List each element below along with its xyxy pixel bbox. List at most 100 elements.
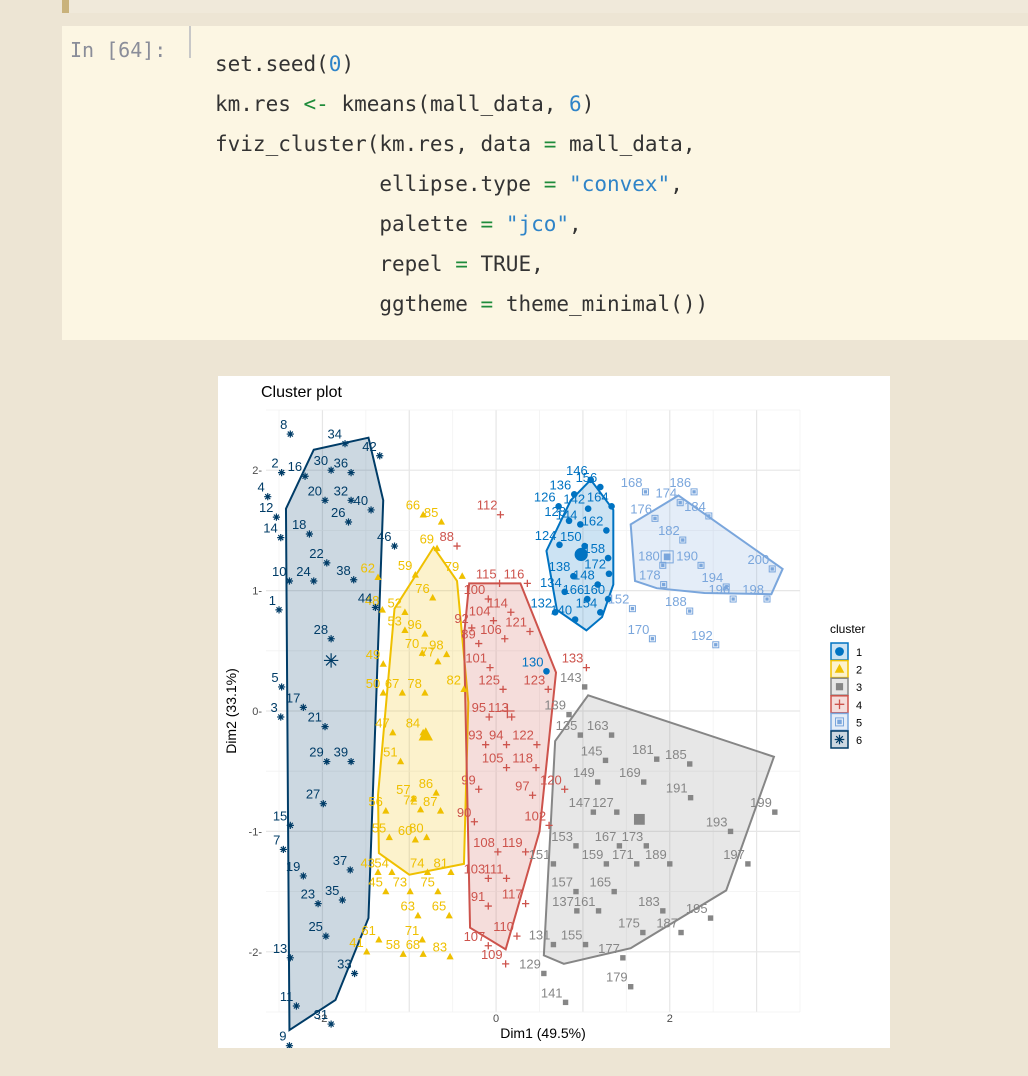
point-label: 21 (308, 710, 322, 725)
point-marker (350, 969, 359, 978)
boxed-square-marker (660, 581, 668, 589)
point-label: 23 (301, 887, 315, 902)
point-marker (410, 794, 418, 802)
boxed-square-inner (765, 597, 769, 601)
point-marker (494, 848, 502, 856)
point-label: 70 (405, 636, 419, 651)
chart-title: Cluster plot (261, 384, 342, 401)
point-label: 4 (258, 480, 265, 495)
point-marker (323, 653, 339, 668)
plus-marker (502, 874, 511, 882)
point-label: 42 (362, 439, 376, 454)
point-label: 154 (576, 595, 598, 610)
point-label: 40 (354, 493, 368, 508)
y-tick-label: -2- (249, 947, 263, 959)
square-marker (660, 908, 666, 914)
point-marker (347, 469, 355, 477)
code-editor[interactable]: set.seed(0) km.res <- kmeans(mall_data, 6… (215, 44, 708, 324)
point-marker (835, 647, 844, 656)
plus-marker (544, 685, 552, 693)
point-marker (321, 723, 329, 731)
point-marker (346, 866, 354, 874)
code-token: , (670, 172, 683, 196)
point-marker (485, 713, 493, 721)
cluster-hull (542, 694, 776, 965)
point-label: 60 (398, 823, 412, 838)
point-label: 138 (549, 559, 571, 574)
point-marker (319, 800, 327, 808)
code-line[interactable]: palette = "jco", (215, 204, 708, 244)
point-marker (611, 888, 617, 895)
code-line[interactable]: ellipse.type = "convex", (215, 164, 708, 204)
point-marker (660, 550, 674, 564)
circle-marker (556, 541, 563, 549)
point-label: 107 (464, 929, 486, 944)
square-marker (581, 684, 588, 690)
point-label: 143 (560, 670, 582, 685)
triangle-marker (458, 572, 466, 579)
point-marker (285, 577, 294, 585)
triangle-marker (437, 518, 445, 525)
code-line[interactable]: fviz_cluster(km.res, data = mall_data, (215, 124, 708, 164)
point-label: 195 (686, 901, 708, 916)
point-label: 10 (272, 564, 286, 579)
plus-marker (582, 664, 590, 672)
triangle-marker (375, 935, 383, 943)
point-marker (446, 952, 454, 960)
code-token: ) (581, 92, 595, 116)
circle-marker (596, 608, 604, 616)
circle-marker (583, 595, 591, 603)
code-token: mall_data, (556, 132, 696, 156)
code-line[interactable]: repel = TRUE, (215, 244, 708, 284)
square-marker (573, 843, 579, 849)
point-label: 101 (465, 651, 487, 666)
point-marker (582, 664, 590, 672)
point-label: 91 (471, 889, 485, 904)
code-line[interactable]: ggtheme = theme_minimal()) (215, 284, 708, 324)
point-label: 66 (406, 498, 420, 513)
triangle-marker (460, 685, 468, 693)
point-label: 47 (375, 716, 389, 731)
code-token: ggtheme (215, 292, 481, 316)
triangle-marker (389, 728, 397, 736)
square-marker (602, 757, 609, 764)
plus-marker (508, 713, 516, 721)
plus-marker (533, 741, 541, 749)
point-marker (278, 683, 286, 691)
point-marker (484, 595, 492, 603)
point-marker (436, 807, 445, 814)
point-marker (712, 641, 720, 649)
square-marker (577, 732, 584, 738)
point-label: 26 (331, 505, 345, 520)
point-marker (604, 595, 612, 603)
legend-label: 2 (856, 665, 862, 677)
code-cell[interactable] (62, 26, 1028, 340)
point-label: 11 (280, 989, 294, 1004)
boxed-square-marker (648, 635, 656, 643)
point-marker (604, 554, 612, 562)
triangle-marker (382, 887, 390, 895)
triangle-marker (436, 807, 445, 814)
plus-marker (502, 763, 511, 772)
point-marker (502, 960, 510, 968)
point-marker (561, 785, 569, 793)
asterisk-marker (367, 506, 375, 514)
square-marker (634, 861, 640, 867)
point-label: 58 (386, 937, 400, 952)
triangle-marker (388, 868, 396, 876)
code-line[interactable]: set.seed(0) (215, 44, 708, 84)
code-line[interactable]: km.res <- kmeans(mall_data, 6) (215, 84, 708, 124)
point-label: 39 (334, 745, 348, 760)
code-token: = (480, 212, 494, 236)
triangle-marker (401, 608, 409, 615)
point-marker (277, 713, 285, 721)
boxed-square-marker (835, 717, 844, 727)
point-marker (584, 505, 592, 513)
point-label: 55 (372, 820, 386, 835)
point-label: 113 (488, 700, 509, 715)
code-token: "jco" (505, 212, 570, 236)
y-tick-label: 0- (252, 706, 262, 718)
point-label: 103 (464, 861, 486, 876)
point-marker (574, 547, 588, 562)
point-label: 92 (454, 611, 468, 626)
